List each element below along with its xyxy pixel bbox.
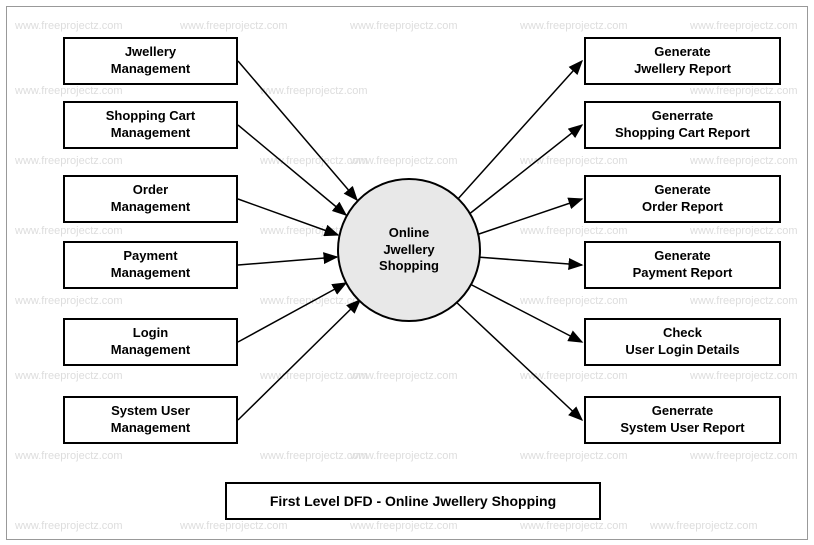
center-process-label: OnlineJwelleryShopping [379,225,439,276]
center-process-circle: OnlineJwelleryShopping [337,178,481,322]
entity-login-check: CheckUser Login Details [584,318,781,366]
entity-order-mgmt: OrderManagement [63,175,238,223]
diagram-title-box: First Level DFD - Online Jwellery Shoppi… [225,482,601,520]
entity-sysuser-mgmt: System UserManagement [63,396,238,444]
entity-cart-mgmt: Shopping CartManagement [63,101,238,149]
entity-order-report: GenerateOrder Report [584,175,781,223]
entity-payment-mgmt: PaymentManagement [63,241,238,289]
diagram-title-label: First Level DFD - Online Jwellery Shoppi… [270,493,556,509]
entity-cart-report: GenerrateShopping Cart Report [584,101,781,149]
entity-sysuser-report: GenerrateSystem User Report [584,396,781,444]
entity-jwellery-report: GenerateJwellery Report [584,37,781,85]
entity-payment-report: GeneratePayment Report [584,241,781,289]
entity-jwellery-mgmt: JwelleryManagement [63,37,238,85]
entity-login-mgmt: LoginManagement [63,318,238,366]
